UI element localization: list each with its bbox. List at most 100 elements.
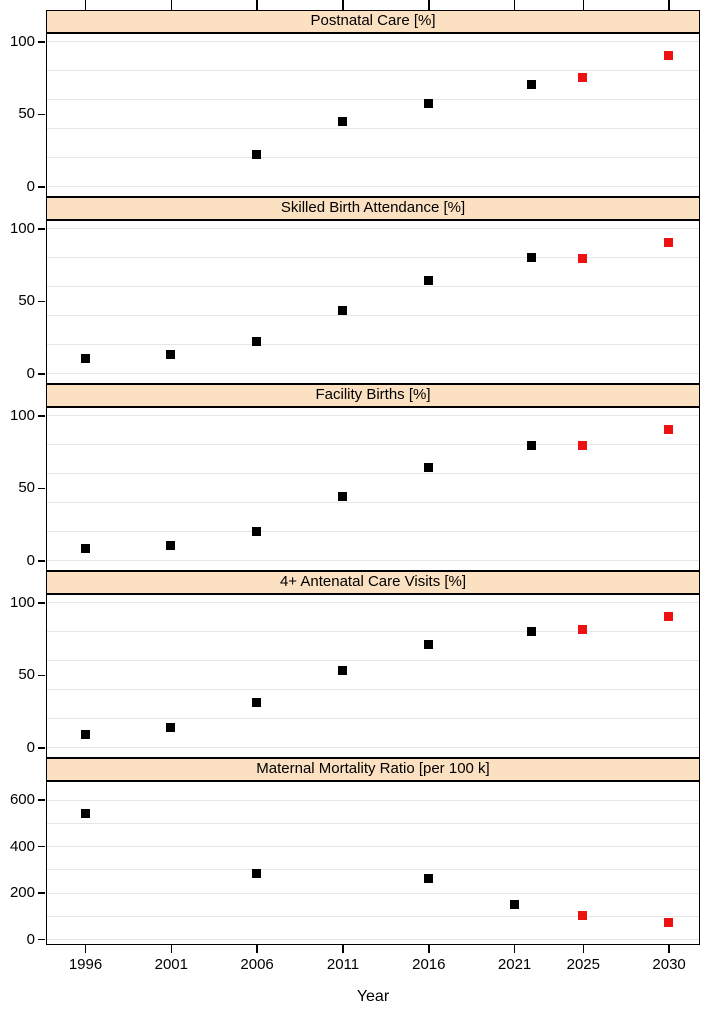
x-axis-tick xyxy=(428,945,430,953)
top-axis-tick xyxy=(84,0,87,10)
y-tick-label: 0 xyxy=(26,738,35,756)
y-axis-tick xyxy=(38,113,45,115)
data-point-observed xyxy=(423,639,433,649)
x-tick-label: 2006 xyxy=(240,956,274,973)
panel-strip-postnatal-care: Postnatal Care [%] xyxy=(46,10,700,33)
panel-title: Facility Births [%] xyxy=(315,386,431,403)
data-point-observed xyxy=(509,899,519,909)
data-point-observed xyxy=(252,697,262,707)
data-point-observed xyxy=(80,809,90,819)
y-axis-tick xyxy=(38,560,45,562)
data-point-observed xyxy=(80,729,90,739)
data-point-observed xyxy=(423,99,433,109)
gridline xyxy=(47,473,699,475)
panel-title: Postnatal Care [%] xyxy=(310,12,436,29)
data-point-projected xyxy=(664,51,674,61)
x-tick-label: 2025 xyxy=(566,956,600,973)
y-axis-tick xyxy=(38,415,45,417)
top-axis-tick xyxy=(582,0,584,10)
gridline xyxy=(47,799,699,801)
y-tick-label: 50 xyxy=(18,666,35,684)
data-point-observed xyxy=(252,149,262,159)
data-point-observed xyxy=(423,463,433,472)
x-tick-label: 2016 xyxy=(412,956,446,973)
panel-plot-4-antenatal-care-visits xyxy=(46,594,700,758)
data-point-projected xyxy=(664,612,674,622)
top-axis-tick xyxy=(170,0,173,10)
panel-title: Maternal Mortality Ratio [per 100 k] xyxy=(256,760,490,777)
gridline xyxy=(47,128,699,130)
panel-plot-skilled-birth-attendance xyxy=(46,220,700,384)
panel-strip-facility-births: Facility Births [%] xyxy=(46,384,700,407)
gridline xyxy=(47,344,699,346)
data-point-projected xyxy=(578,441,588,451)
data-point-observed xyxy=(423,276,433,285)
y-tick-label: 100 xyxy=(9,593,35,611)
data-point-observed xyxy=(166,541,176,551)
y-axis-tick xyxy=(38,674,45,676)
panel-strip-skilled-birth-attendance: Skilled Birth Attendance [%] xyxy=(46,197,700,220)
x-tick-label: 2001 xyxy=(154,956,188,973)
data-point-observed xyxy=(526,252,536,262)
y-tick-label: 50 xyxy=(18,292,35,310)
data-point-projected xyxy=(664,238,674,248)
x-axis-tick xyxy=(513,945,516,953)
gridline xyxy=(47,502,699,504)
x-tick-label: 1996 xyxy=(68,956,103,973)
y-axis-tick xyxy=(38,799,45,801)
panel-plot-facility-births xyxy=(46,407,700,571)
data-point-observed xyxy=(166,349,176,359)
gridline xyxy=(47,869,699,871)
data-point-observed xyxy=(526,441,536,451)
y-tick-label: 0 xyxy=(26,930,35,948)
data-point-observed xyxy=(338,492,347,501)
gridline xyxy=(47,531,699,533)
gridline xyxy=(47,415,699,417)
data-point-observed xyxy=(338,665,347,675)
y-axis-tick xyxy=(38,845,45,848)
y-axis-tick xyxy=(38,186,45,188)
data-point-observed xyxy=(526,626,536,636)
y-axis-tick xyxy=(38,300,45,302)
data-point-observed xyxy=(80,354,90,364)
top-axis-tick xyxy=(342,0,344,10)
panel-strip-maternal-mortality-ratio-per-100-k: Maternal Mortality Ratio [per 100 k] xyxy=(46,758,700,781)
gridline xyxy=(47,70,699,72)
data-point-projected xyxy=(578,73,588,82)
y-tick-label: 50 xyxy=(18,479,35,497)
panel-plot-postnatal-care xyxy=(46,33,700,197)
data-point-observed xyxy=(338,116,347,126)
gridline xyxy=(47,718,699,720)
data-point-observed xyxy=(166,722,176,732)
y-tick-label: 600 xyxy=(9,791,35,809)
x-axis-tick xyxy=(582,945,584,953)
gridline xyxy=(47,99,699,101)
y-tick-label: 0 xyxy=(26,551,35,569)
y-tick-label: 50 xyxy=(18,105,35,123)
data-point-observed xyxy=(252,869,262,879)
y-axis-tick xyxy=(38,41,45,43)
gridline xyxy=(47,315,699,317)
y-tick-label: 100 xyxy=(9,219,35,237)
gridline xyxy=(47,602,699,604)
y-axis-tick xyxy=(38,487,45,489)
gridline xyxy=(47,228,699,230)
panel-strip-4-antenatal-care-visits: 4+ Antenatal Care Visits [%] xyxy=(46,571,700,594)
y-tick-label: 100 xyxy=(9,406,35,424)
y-tick-label: 200 xyxy=(9,884,35,902)
panel-title: Skilled Birth Attendance [%] xyxy=(280,199,466,216)
top-axis-tick xyxy=(513,0,516,10)
data-point-projected xyxy=(664,918,674,928)
x-axis-tick xyxy=(342,945,344,953)
panel-title: 4+ Antenatal Care Visits [%] xyxy=(279,573,467,590)
top-axis-tick xyxy=(428,0,430,10)
gridline xyxy=(47,186,699,188)
y-tick-label: 100 xyxy=(9,32,35,50)
gridline xyxy=(47,846,699,848)
x-axis-tick xyxy=(668,945,670,953)
data-point-observed xyxy=(338,306,347,316)
gridline xyxy=(47,41,699,43)
data-point-observed xyxy=(252,526,262,536)
y-axis-tick xyxy=(38,938,45,941)
